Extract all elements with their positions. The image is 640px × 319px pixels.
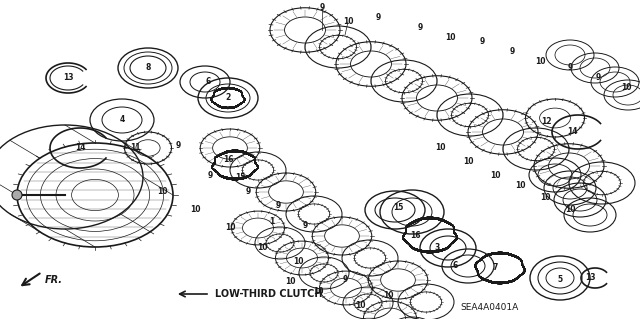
Text: 10: 10 [445,33,455,42]
Text: 15: 15 [235,174,245,182]
Text: 9: 9 [417,24,422,33]
Text: 9: 9 [595,73,600,83]
Text: 14: 14 [567,128,577,137]
Text: 14: 14 [75,144,85,152]
Text: 9: 9 [509,48,515,56]
Text: 3: 3 [435,243,440,253]
Text: 10: 10 [292,257,303,266]
Text: 10: 10 [313,287,323,296]
Text: 10: 10 [355,300,365,309]
Text: SEA4A0401A: SEA4A0401A [460,303,518,313]
Text: 10: 10 [225,224,236,233]
Text: 7: 7 [492,263,498,272]
Text: 11: 11 [130,144,140,152]
Text: 13: 13 [63,73,73,83]
Text: 10: 10 [540,194,550,203]
Text: 10: 10 [383,291,393,300]
Text: 4: 4 [120,115,125,124]
Text: 10: 10 [343,18,353,26]
Text: 9: 9 [207,170,212,180]
Text: 10: 10 [535,57,545,66]
Text: 10: 10 [621,84,631,93]
Text: 5: 5 [557,276,563,285]
Text: 9: 9 [302,220,308,229]
Text: 6: 6 [452,261,458,270]
Ellipse shape [12,190,22,200]
Text: 9: 9 [568,63,573,72]
Text: 10: 10 [490,170,500,180]
Text: 9: 9 [319,4,324,12]
Text: 12: 12 [541,117,551,127]
Text: 10: 10 [285,278,295,286]
Text: 1: 1 [269,218,275,226]
Text: LOW-THIRD CLUTCH: LOW-THIRD CLUTCH [215,289,323,299]
Text: 6: 6 [205,78,211,86]
Text: 9: 9 [342,276,348,285]
Text: 13: 13 [585,273,595,283]
Text: 10: 10 [435,144,445,152]
Text: 10: 10 [189,205,200,214]
Text: 15: 15 [393,204,403,212]
Text: 9: 9 [479,38,484,47]
Text: 9: 9 [175,140,180,150]
Text: 9: 9 [245,188,251,197]
Text: 10: 10 [463,158,473,167]
Text: 16: 16 [223,155,233,165]
Text: 9: 9 [275,201,280,210]
Text: 10: 10 [564,205,575,214]
Text: 16: 16 [410,231,420,240]
Text: 10: 10 [257,243,268,253]
Text: 10: 10 [157,188,167,197]
Text: 8: 8 [145,63,150,72]
Text: 10: 10 [515,181,525,189]
Text: FR.: FR. [45,275,63,285]
Text: 2: 2 [225,93,230,102]
Text: 9: 9 [376,13,381,23]
